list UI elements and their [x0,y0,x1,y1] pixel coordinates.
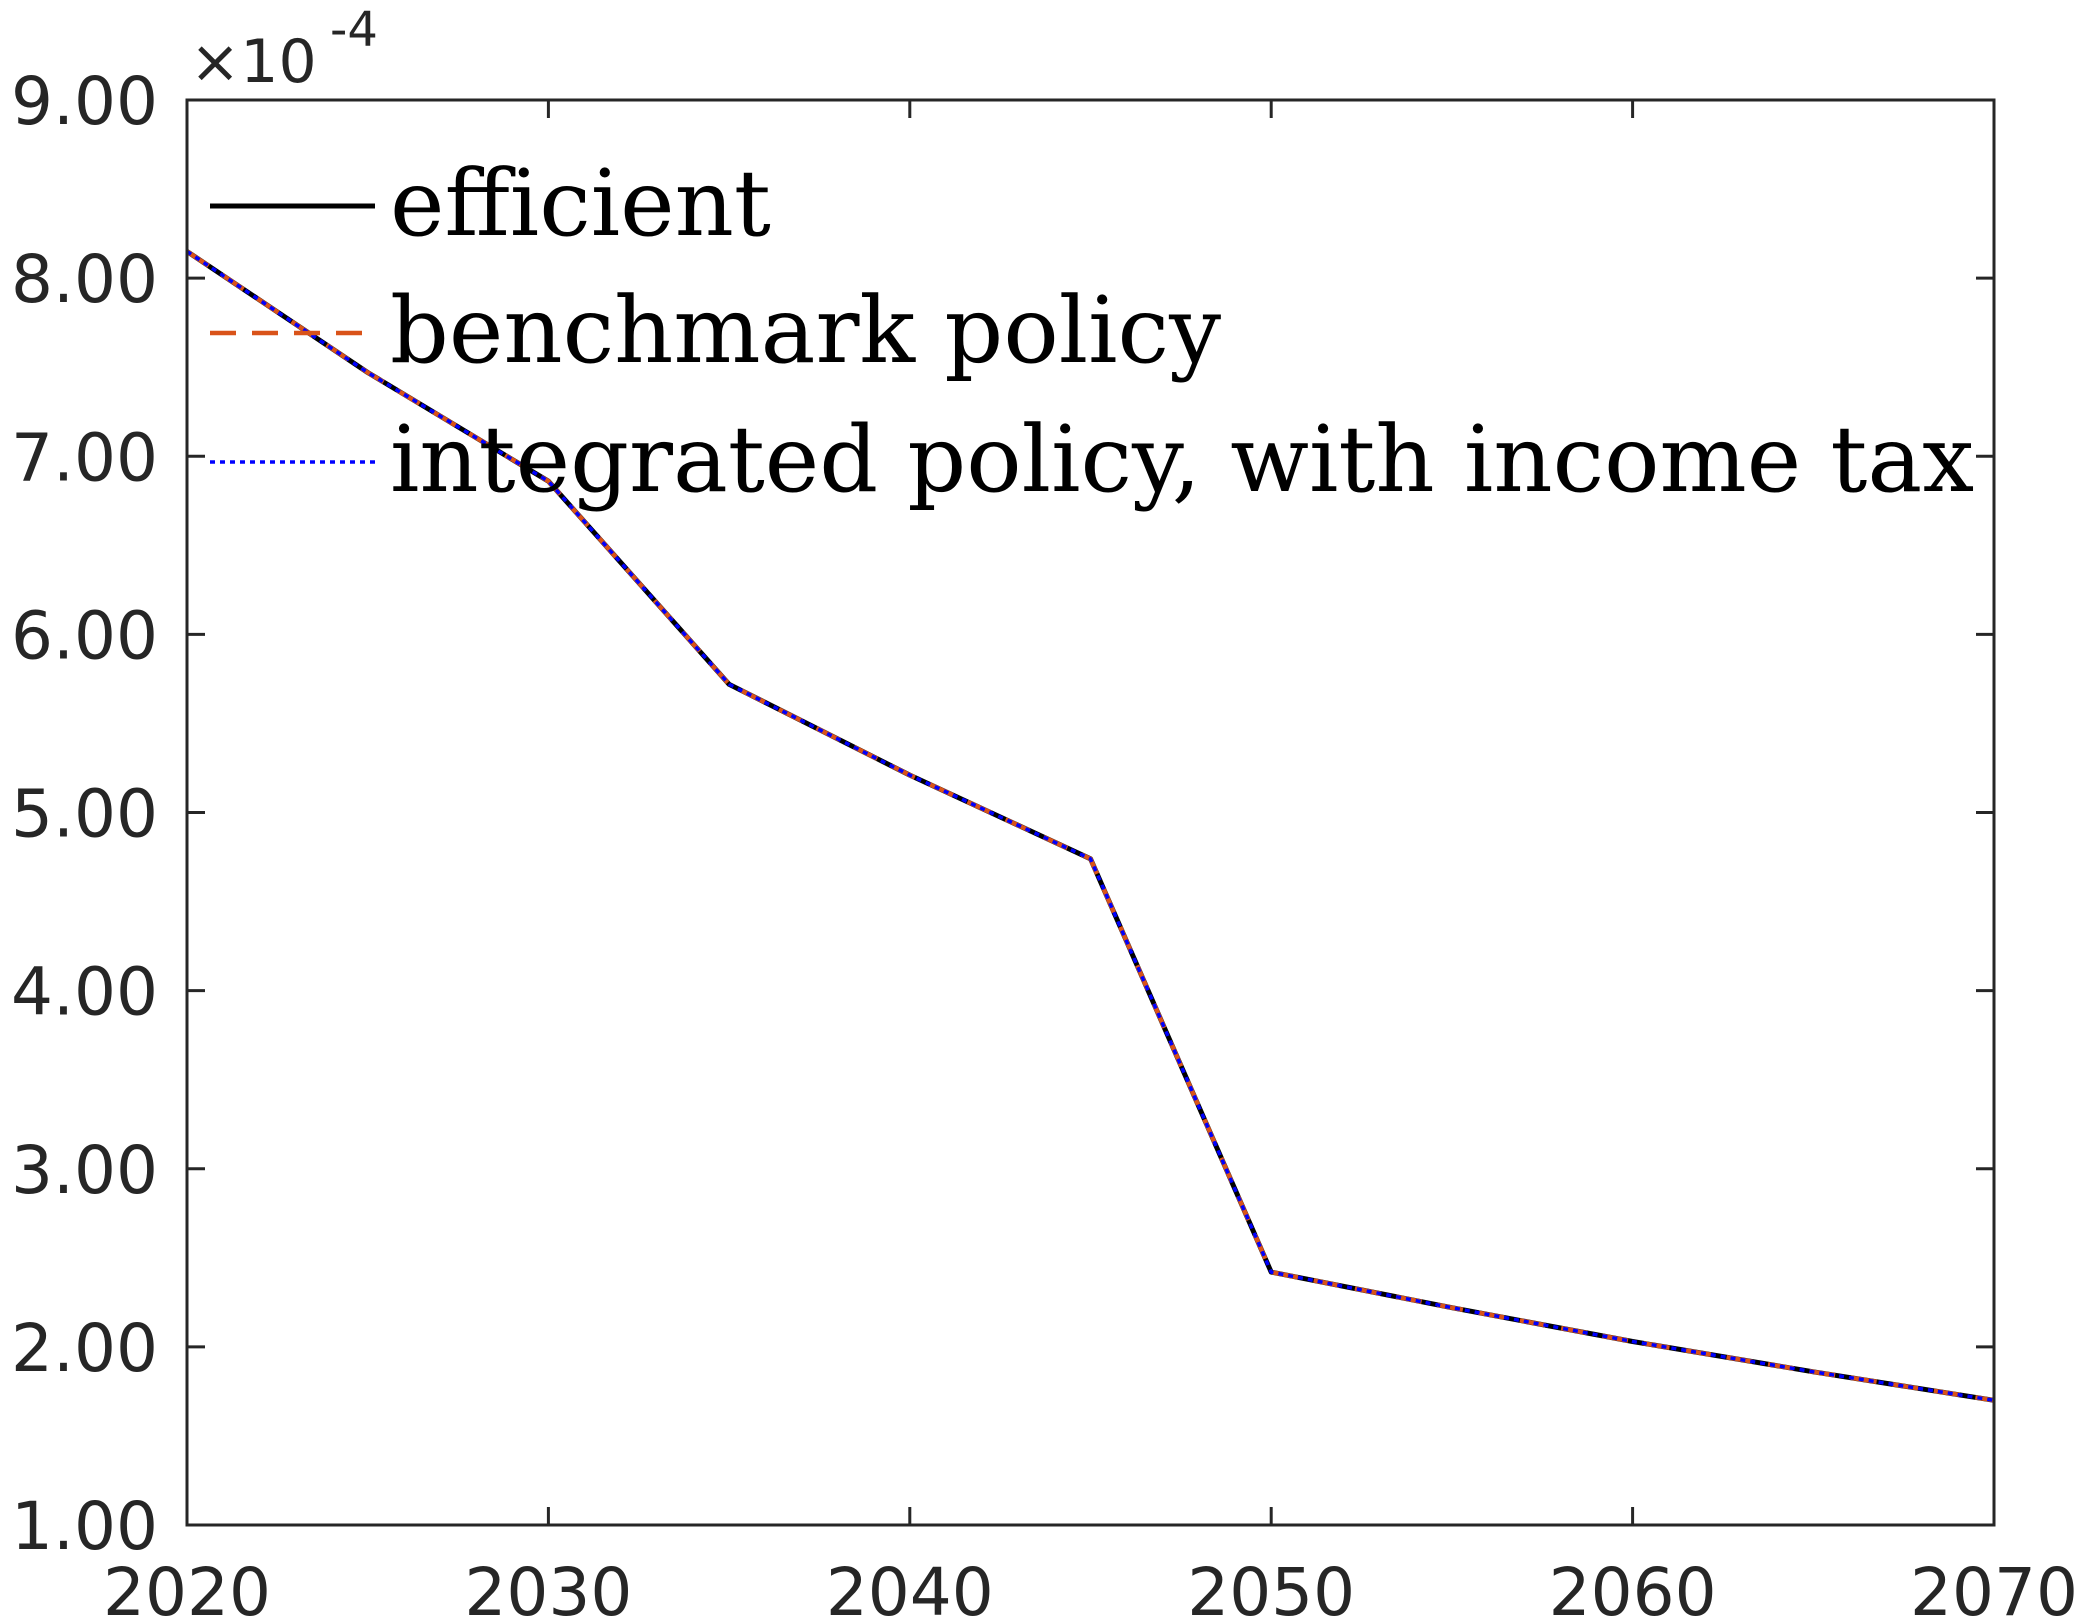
tick-labels: 2020 2030 2040 2050 2060 2070 1.00 2.00 3.00 4.00… [11,63,2078,1622]
legend-label-1: efficient [390,150,771,257]
legend: efficient benchmark policy integrated poli… [210,150,1974,513]
series-line-3 [186,249,1995,1403]
y-exponent: -4 [330,2,378,58]
y-tick-label: 9.00 [11,63,158,140]
y-tick-label: 4.00 [11,954,158,1031]
x-tick-label: 2020 [103,1554,271,1622]
y-tick-label: 2.00 [11,1310,158,1387]
x-tick-label: 2070 [1910,1554,2078,1622]
x-tick-label: 2060 [1549,1554,1717,1622]
y-tick-label: 1.00 [11,1488,158,1565]
legend-label-3: integrated policy, with income tax [390,406,1974,513]
y-tick-label: 8.00 [11,241,158,318]
y-exponent-label: ×10 -4 [190,2,378,97]
x-tick-label: 2040 [826,1554,994,1622]
y-tick-label: 5.00 [11,776,158,853]
series-layer [185,249,1995,1403]
x-tick-label: 2030 [464,1554,632,1622]
y-tick-label: 3.00 [11,1132,158,1209]
y-tick-label: 6.00 [11,597,158,674]
ticks-layer [185,98,1996,1527]
y-tick-label: 7.00 [11,419,158,496]
legend-label-2: benchmark policy [390,277,1221,384]
x-tick-label: 2050 [1187,1554,1355,1622]
y-multiplier: ×10 [190,27,317,97]
